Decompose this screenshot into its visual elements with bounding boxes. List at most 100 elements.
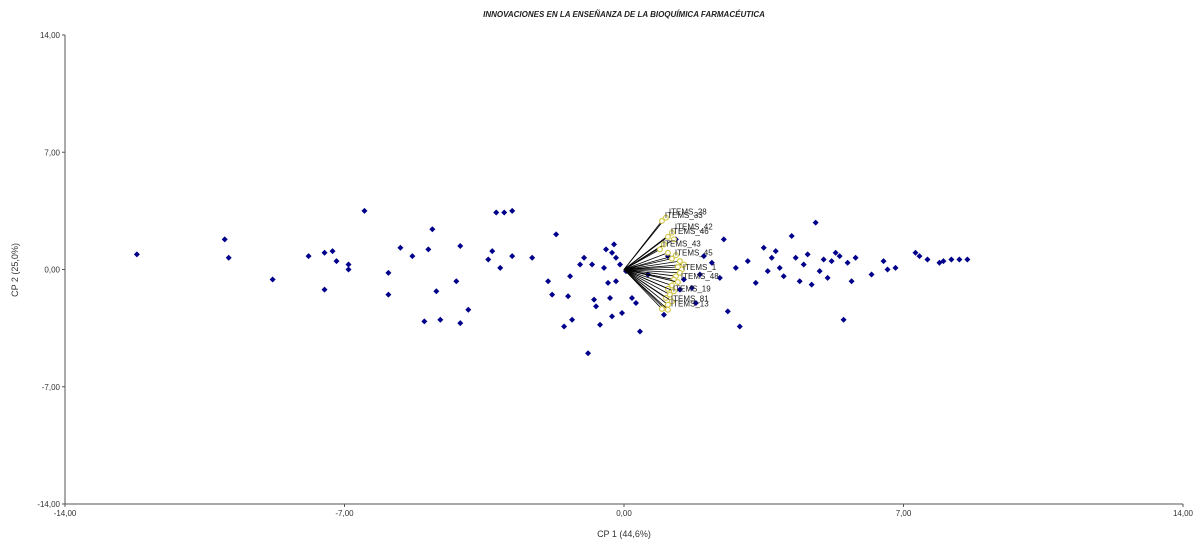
data-point [429,226,436,233]
data-point [567,273,574,280]
data-point [361,207,368,214]
data-point [453,278,460,285]
data-point [509,207,516,214]
data-point [840,316,847,323]
loading-vector [623,258,673,270]
loading-vector [623,269,676,277]
axes: -14,00 -7,00 0,00 7,00 14,00 14,00 7,00 0,00 -7,… [37,31,1193,518]
data-point [692,300,699,306]
data-point [892,264,899,271]
data-point [345,266,352,273]
data-point [489,248,496,255]
data-point [609,249,616,256]
x-tick-label: -14,00 [54,509,77,518]
loading-vector [623,236,669,270]
data-point [884,266,891,273]
loading-vector [623,269,671,295]
data-point [708,259,715,266]
data-point [832,249,839,256]
data-point [804,251,811,258]
y-tick-label: -7,00 [42,383,61,392]
data-point [868,271,875,278]
vector-tip [660,241,667,248]
data-point [605,279,612,286]
data-point [497,264,504,271]
vector-tip [668,282,675,289]
data-point [828,258,835,265]
loading-vector [623,269,669,305]
data-point [636,328,643,335]
data-point [940,258,947,265]
data-point [924,256,931,263]
data-point [744,258,751,265]
data-point [561,323,568,330]
data-point [780,273,787,280]
data-point [611,241,618,248]
data-point [485,256,492,263]
data-point [912,249,919,256]
vector-tip [680,261,687,268]
x-axis-label: CP 1 (44,6%) [597,529,651,539]
data-point [812,219,819,226]
vector-tip [670,236,677,243]
vector-tip [664,233,671,240]
data-point [553,231,560,238]
data-point [565,293,572,300]
data-point [752,279,759,286]
data-point [607,294,614,301]
data-point [601,264,608,271]
loading-vector [623,269,663,310]
data-point [437,316,444,323]
data-point [385,269,392,276]
data-point [824,274,831,281]
data-point [916,253,923,260]
data-point [501,209,508,216]
data-point [321,249,328,256]
loading-vector [623,252,669,270]
data-point [425,246,432,253]
data-point [465,306,472,313]
data-point [577,261,584,268]
vector-tip [656,246,663,253]
data-point [345,261,352,268]
data-point [628,294,635,301]
data-point [760,244,767,251]
loading-vector [623,260,680,270]
data-point [493,209,500,216]
data-point [457,320,464,327]
vector-label: ITEMS_46 [671,227,709,236]
data-point [836,253,843,260]
x-tick-label: 7,00 [896,509,912,518]
data-point [409,253,416,260]
vector-tip [664,249,671,256]
chart-title: INNOVACIONES EN LA ENSEÑANZA DE LA BIOQU… [483,10,765,19]
data-point [617,261,624,268]
data-point [660,311,667,318]
data-point [597,321,604,328]
vector-tip [672,252,679,259]
vector-label: ITEMS_13 [671,300,709,309]
vector-tip [664,306,671,313]
data-point [880,258,887,265]
vector-label: ITEMS_42 [675,223,713,232]
data-point [133,251,140,258]
vector-tip [658,305,665,312]
vector-label: ITEMS_19 [673,285,711,294]
x-tick-label: 0,00 [616,509,632,518]
loading-vector [623,269,673,302]
vector-tip [662,214,669,221]
x-tick-label: -7,00 [335,509,354,518]
data-point [808,281,815,288]
y-axis-label: CP 2 (25,0%) [10,243,20,297]
data-point [696,271,703,278]
vector-tip [668,255,675,262]
data-point [569,316,576,323]
data-point [619,310,626,317]
vector-label: ITEMS_48 [681,272,719,281]
vector-label: ITEMS_28 [669,208,707,217]
data-point [964,256,971,263]
data-point [591,296,598,303]
data-point [329,248,336,255]
x-tick-label: 14,00 [1173,509,1194,518]
data-point [848,278,855,285]
